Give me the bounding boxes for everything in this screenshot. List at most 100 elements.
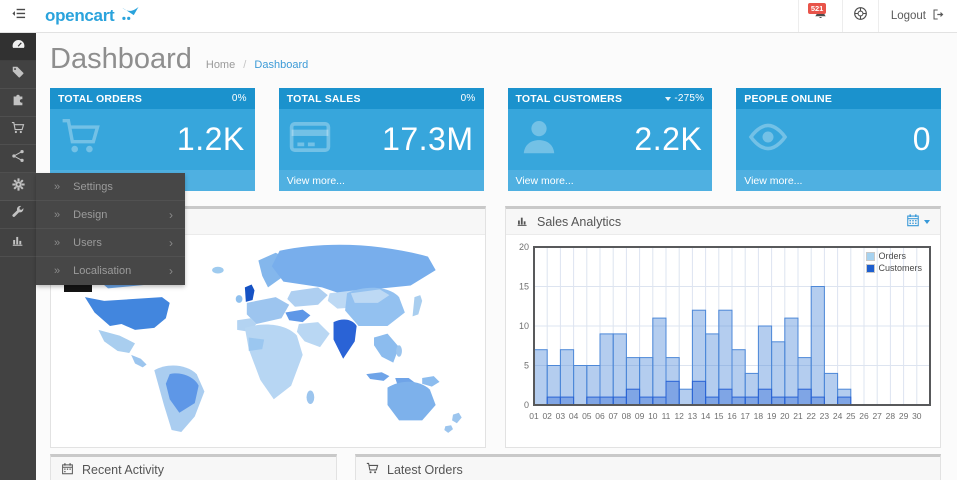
chart-bar (678, 388, 693, 406)
flyout-item-users[interactable]: » Users › (36, 229, 185, 257)
chart-bar (612, 396, 627, 406)
sidebar-item-statistics[interactable] (0, 229, 36, 257)
chevron-right-icon: › (169, 264, 173, 278)
svg-text:19: 19 (767, 411, 777, 421)
chevron-right-icon: › (169, 207, 173, 222)
svg-text:5: 5 (524, 361, 529, 371)
sidebar-item-reports[interactable] (0, 201, 36, 229)
svg-text:06: 06 (595, 411, 605, 421)
chart-bar (718, 388, 733, 406)
bottom-row: Recent Activity Latest Orders (50, 454, 941, 480)
chart-bar (731, 396, 746, 406)
extensions-puzzle-icon (11, 93, 25, 112)
tile-total-orders: TOTAL ORDERS 0% 1.2K View more... (50, 88, 255, 191)
svg-text:01: 01 (529, 411, 539, 421)
tile-total-sales: TOTAL SALES 0% 17.3M View more... (278, 88, 484, 191)
chart-legend: Orders Customers (866, 251, 922, 275)
latest-orders-panel: Latest Orders (355, 454, 941, 480)
svg-text:12: 12 (674, 411, 684, 421)
svg-text:30: 30 (912, 411, 922, 421)
view-more-link[interactable]: View more... (507, 170, 713, 191)
chart-bar (665, 380, 680, 406)
flyout-label: Design (73, 208, 108, 221)
flyout-item-localisation[interactable]: » Localisation › (36, 257, 185, 285)
svg-text:02: 02 (542, 411, 552, 421)
svg-text:26: 26 (859, 411, 869, 421)
panel-title: Recent Activity (82, 462, 164, 477)
svg-text:25: 25 (846, 411, 856, 421)
svg-text:21: 21 (793, 411, 803, 421)
chart-bar (771, 396, 786, 406)
svg-text:07: 07 (608, 411, 618, 421)
outdent-icon (11, 6, 26, 26)
double-angle-icon: » (54, 180, 61, 193)
dashboard-icon (11, 37, 26, 57)
system-gear-icon (11, 177, 26, 197)
svg-text:15: 15 (714, 411, 724, 421)
tile-delta: 0% (460, 93, 476, 104)
svg-text:09: 09 (635, 411, 645, 421)
chart-bar (573, 365, 588, 406)
sidebar-toggle-button[interactable] (0, 0, 36, 32)
chart-bar (546, 396, 561, 406)
chart-bar (784, 396, 799, 406)
svg-text:24: 24 (833, 411, 843, 421)
caret-down-icon (924, 219, 930, 224)
tile-title: PEOPLE ONLINE (744, 92, 833, 105)
flyout-label: Localisation (73, 265, 132, 277)
sidebar-item-catalog[interactable] (0, 61, 36, 89)
breadcrumb-home[interactable]: Home (205, 59, 236, 71)
chart-bar (599, 396, 614, 406)
tile-title: TOTAL CUSTOMERS (515, 92, 623, 105)
tile-title: TOTAL ORDERS (58, 92, 143, 105)
chart-bar (810, 286, 825, 406)
svg-text:27: 27 (872, 411, 882, 421)
sidebar-item-extensions[interactable] (0, 89, 36, 117)
sidebar-item-sales[interactable] (0, 117, 36, 145)
sidebar (0, 33, 36, 480)
chart-bar (533, 349, 548, 406)
tile-value: 17.3M (382, 121, 474, 157)
stat-tiles: TOTAL ORDERS 0% 1.2K View more... TOTAL … (50, 88, 941, 191)
svg-text:23: 23 (820, 411, 830, 421)
chart-bar (639, 396, 654, 406)
date-range-dropdown[interactable] (906, 213, 930, 230)
opencart-logo[interactable]: opencart (45, 0, 139, 32)
view-more-link[interactable]: View more... (736, 170, 941, 191)
tile-delta: 0% (231, 93, 247, 104)
svg-text:13: 13 (688, 411, 698, 421)
chart-bar (586, 396, 601, 406)
sidebar-item-system[interactable] (0, 173, 36, 201)
legend-item: Customers (866, 263, 922, 273)
svg-text:05: 05 (582, 411, 592, 421)
flyout-item-design[interactable]: » Design › (36, 201, 185, 229)
top-header: opencart 521 Logout (0, 0, 957, 33)
svg-text:28: 28 (886, 411, 896, 421)
chart-bar (784, 317, 799, 406)
sales-analytics-header: Sales Analytics (506, 209, 940, 235)
flyout-item-settings[interactable]: » Settings (36, 173, 185, 201)
sidebar-item-marketing[interactable] (0, 145, 36, 173)
notifications-button[interactable]: 521 (797, 0, 842, 32)
tile-value: 1.2K (176, 121, 245, 157)
tile-delta: -275% (674, 93, 705, 104)
logout-button[interactable]: Logout (877, 0, 957, 32)
breadcrumb-separator: / (243, 59, 247, 71)
breadcrumb-current[interactable]: Dashboard (254, 59, 309, 71)
sales-chart: 0 5 10 15 20 01 02 03 04 05 06 07 08 09 10 11 12 13 14 15 16… (506, 235, 940, 447)
svg-text:10: 10 (648, 411, 658, 421)
tile-total-customers: TOTAL CUSTOMERS -275% 2.2K View more... (507, 88, 713, 191)
breadcrumb: Home / Dashboard (206, 59, 308, 71)
svg-text:0: 0 (524, 400, 529, 410)
chart-bar (691, 380, 707, 406)
header-actions: 521 Logout (797, 0, 957, 32)
sidebar-item-dashboard[interactable] (0, 33, 36, 61)
flyout-stub (64, 285, 92, 292)
chart-bar (837, 396, 852, 406)
chart-bar (705, 333, 720, 406)
view-more-link[interactable]: View more... (278, 170, 484, 191)
system-flyout-menu: » Settings » Design › » Users › » Locali… (36, 173, 185, 285)
language-button[interactable] (841, 0, 878, 32)
